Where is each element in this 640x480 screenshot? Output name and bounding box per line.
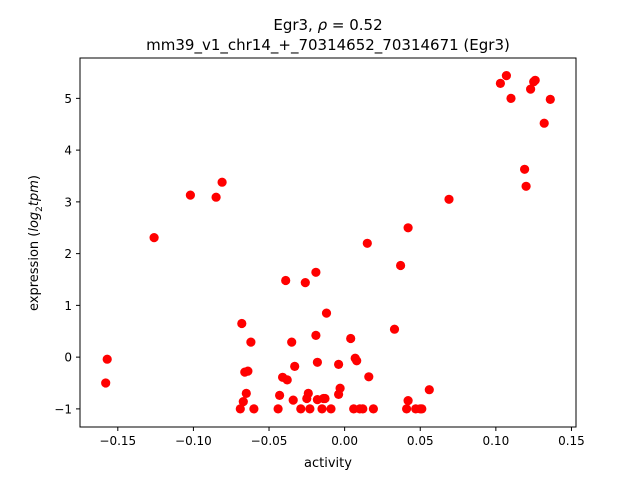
y-tick-label: 1 (64, 299, 72, 313)
x-axis-label: activity (304, 456, 352, 471)
data-point (320, 393, 330, 404)
x-tick-label: −0.10 (175, 434, 212, 448)
data-point (149, 233, 159, 243)
data-point (300, 278, 310, 288)
data-point (368, 404, 378, 414)
data-point (303, 388, 313, 398)
data-point (402, 404, 412, 414)
data-point (495, 78, 505, 88)
data-point (311, 330, 321, 340)
data-point (326, 404, 336, 414)
data-point (526, 84, 536, 94)
x-tick-label: −0.15 (99, 434, 136, 448)
data-point (317, 404, 327, 414)
y-tick-label: 0 (64, 351, 72, 365)
data-point (287, 337, 297, 347)
y-tick-label: 4 (64, 144, 72, 158)
data-point (501, 71, 511, 81)
x-tick-label: −0.05 (251, 434, 288, 448)
data-point (506, 93, 516, 103)
data-point (288, 395, 298, 405)
data-point (185, 190, 195, 200)
data-point (217, 177, 227, 187)
data-point (246, 337, 256, 347)
data-point (282, 375, 292, 385)
data-point (521, 181, 531, 191)
data-point (281, 275, 291, 286)
x-tick-label: 0.00 (331, 434, 358, 448)
x-tick-label: 0.10 (482, 434, 509, 448)
data-point (296, 404, 306, 414)
x-tick-label: 0.05 (407, 434, 434, 448)
data-point (530, 75, 540, 85)
chart-title-line2: mm39_v1_chr14_+_70314652_70314671 (Egr3) (146, 36, 510, 55)
data-point (358, 404, 368, 414)
data-point (403, 396, 413, 406)
data-point (311, 267, 321, 277)
data-point (396, 260, 406, 271)
data-point (335, 383, 345, 393)
data-point (417, 404, 427, 414)
data-point (364, 372, 374, 382)
y-axis-label: expression (log2tpm) (27, 175, 45, 311)
data-point (211, 192, 221, 202)
data-point (305, 404, 315, 414)
data-point (403, 223, 413, 233)
y-tick-label: −1 (54, 402, 72, 416)
data-point (101, 378, 111, 388)
data-point (243, 366, 253, 376)
data-point (346, 333, 356, 344)
data-point (290, 361, 300, 371)
data-point (321, 308, 332, 318)
y-tick-label: 5 (64, 92, 72, 106)
data-point (424, 385, 434, 395)
data-point (334, 359, 344, 369)
x-tick-label: 0.15 (558, 434, 585, 448)
y-tick-label: 2 (64, 247, 72, 261)
data-point (241, 388, 251, 398)
data-point (249, 404, 259, 414)
y-axis-ticks: −1 0 1 2 3 4 5 (54, 92, 80, 416)
y-tick-label: 3 (64, 195, 72, 209)
data-point (545, 94, 555, 104)
data-point (312, 357, 322, 367)
data-point (444, 194, 454, 204)
data-point (237, 318, 247, 329)
data-point (273, 404, 283, 414)
data-points (101, 71, 555, 414)
data-point (520, 164, 530, 174)
data-point (362, 238, 372, 248)
data-point (235, 404, 245, 414)
plot-area-frame (79, 57, 577, 428)
chart-title-line1: Egr3, ρ = 0.52 (273, 16, 382, 34)
data-point (539, 118, 549, 128)
data-point (389, 324, 400, 334)
x-axis-ticks: −0.15 −0.10 −0.05 0.00 0.05 0.10 0.15 (99, 427, 585, 448)
data-point (352, 356, 362, 366)
data-point (102, 354, 112, 364)
data-point (275, 390, 285, 400)
data-point (238, 397, 248, 407)
